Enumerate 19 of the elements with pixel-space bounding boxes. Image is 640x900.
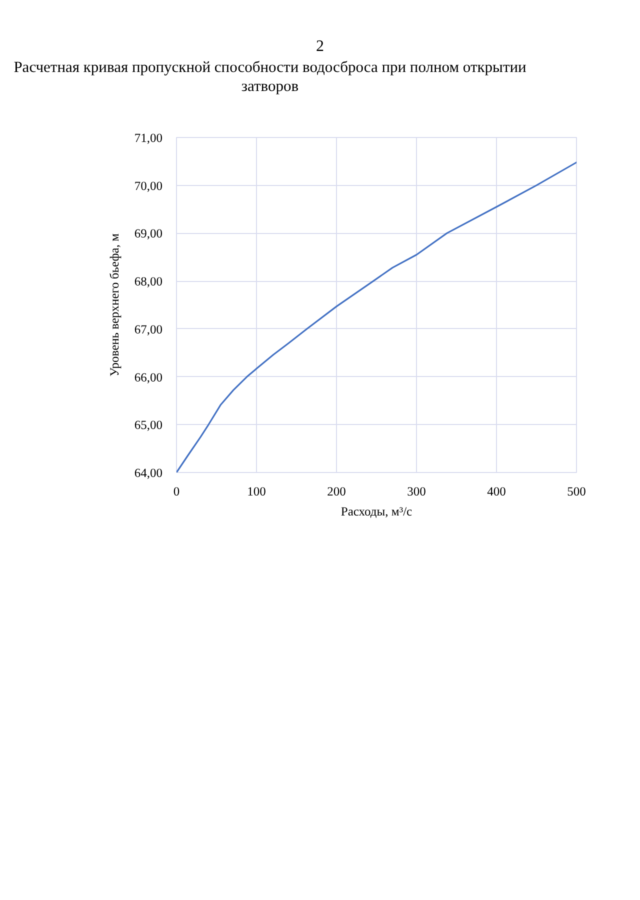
x-tick-label: 300 [407,484,426,498]
y-tick-label: 65,00 [134,418,162,432]
x-tick-label: 500 [567,484,586,498]
chart-title: Расчетная кривая пропускной способности водосброса при полном открытии затворов [12,58,528,96]
line-series [176,162,576,472]
text: 2 [315,37,325,57]
y-tick-label: 67,00 [134,322,162,336]
y-axis-title: Уровень верхнего бьефа, м [107,233,122,377]
y-tick-label: 69,00 [134,226,162,241]
y-tick-label: 66,00 [134,370,162,384]
y-tick-label: 64,00 [134,466,162,480]
y-tick-label: 68,00 [134,274,162,289]
x-axis-title: Расходы, м³/с [340,504,413,518]
x-tick-label: 0 [173,484,180,498]
x-tick-label: 400 [487,484,506,498]
x-tick-label: 100 [247,484,266,498]
y-tick-label: 70,00 [134,178,162,193]
x-tick-label: 200 [327,484,346,498]
y-tick-label: 71,00 [134,131,162,145]
